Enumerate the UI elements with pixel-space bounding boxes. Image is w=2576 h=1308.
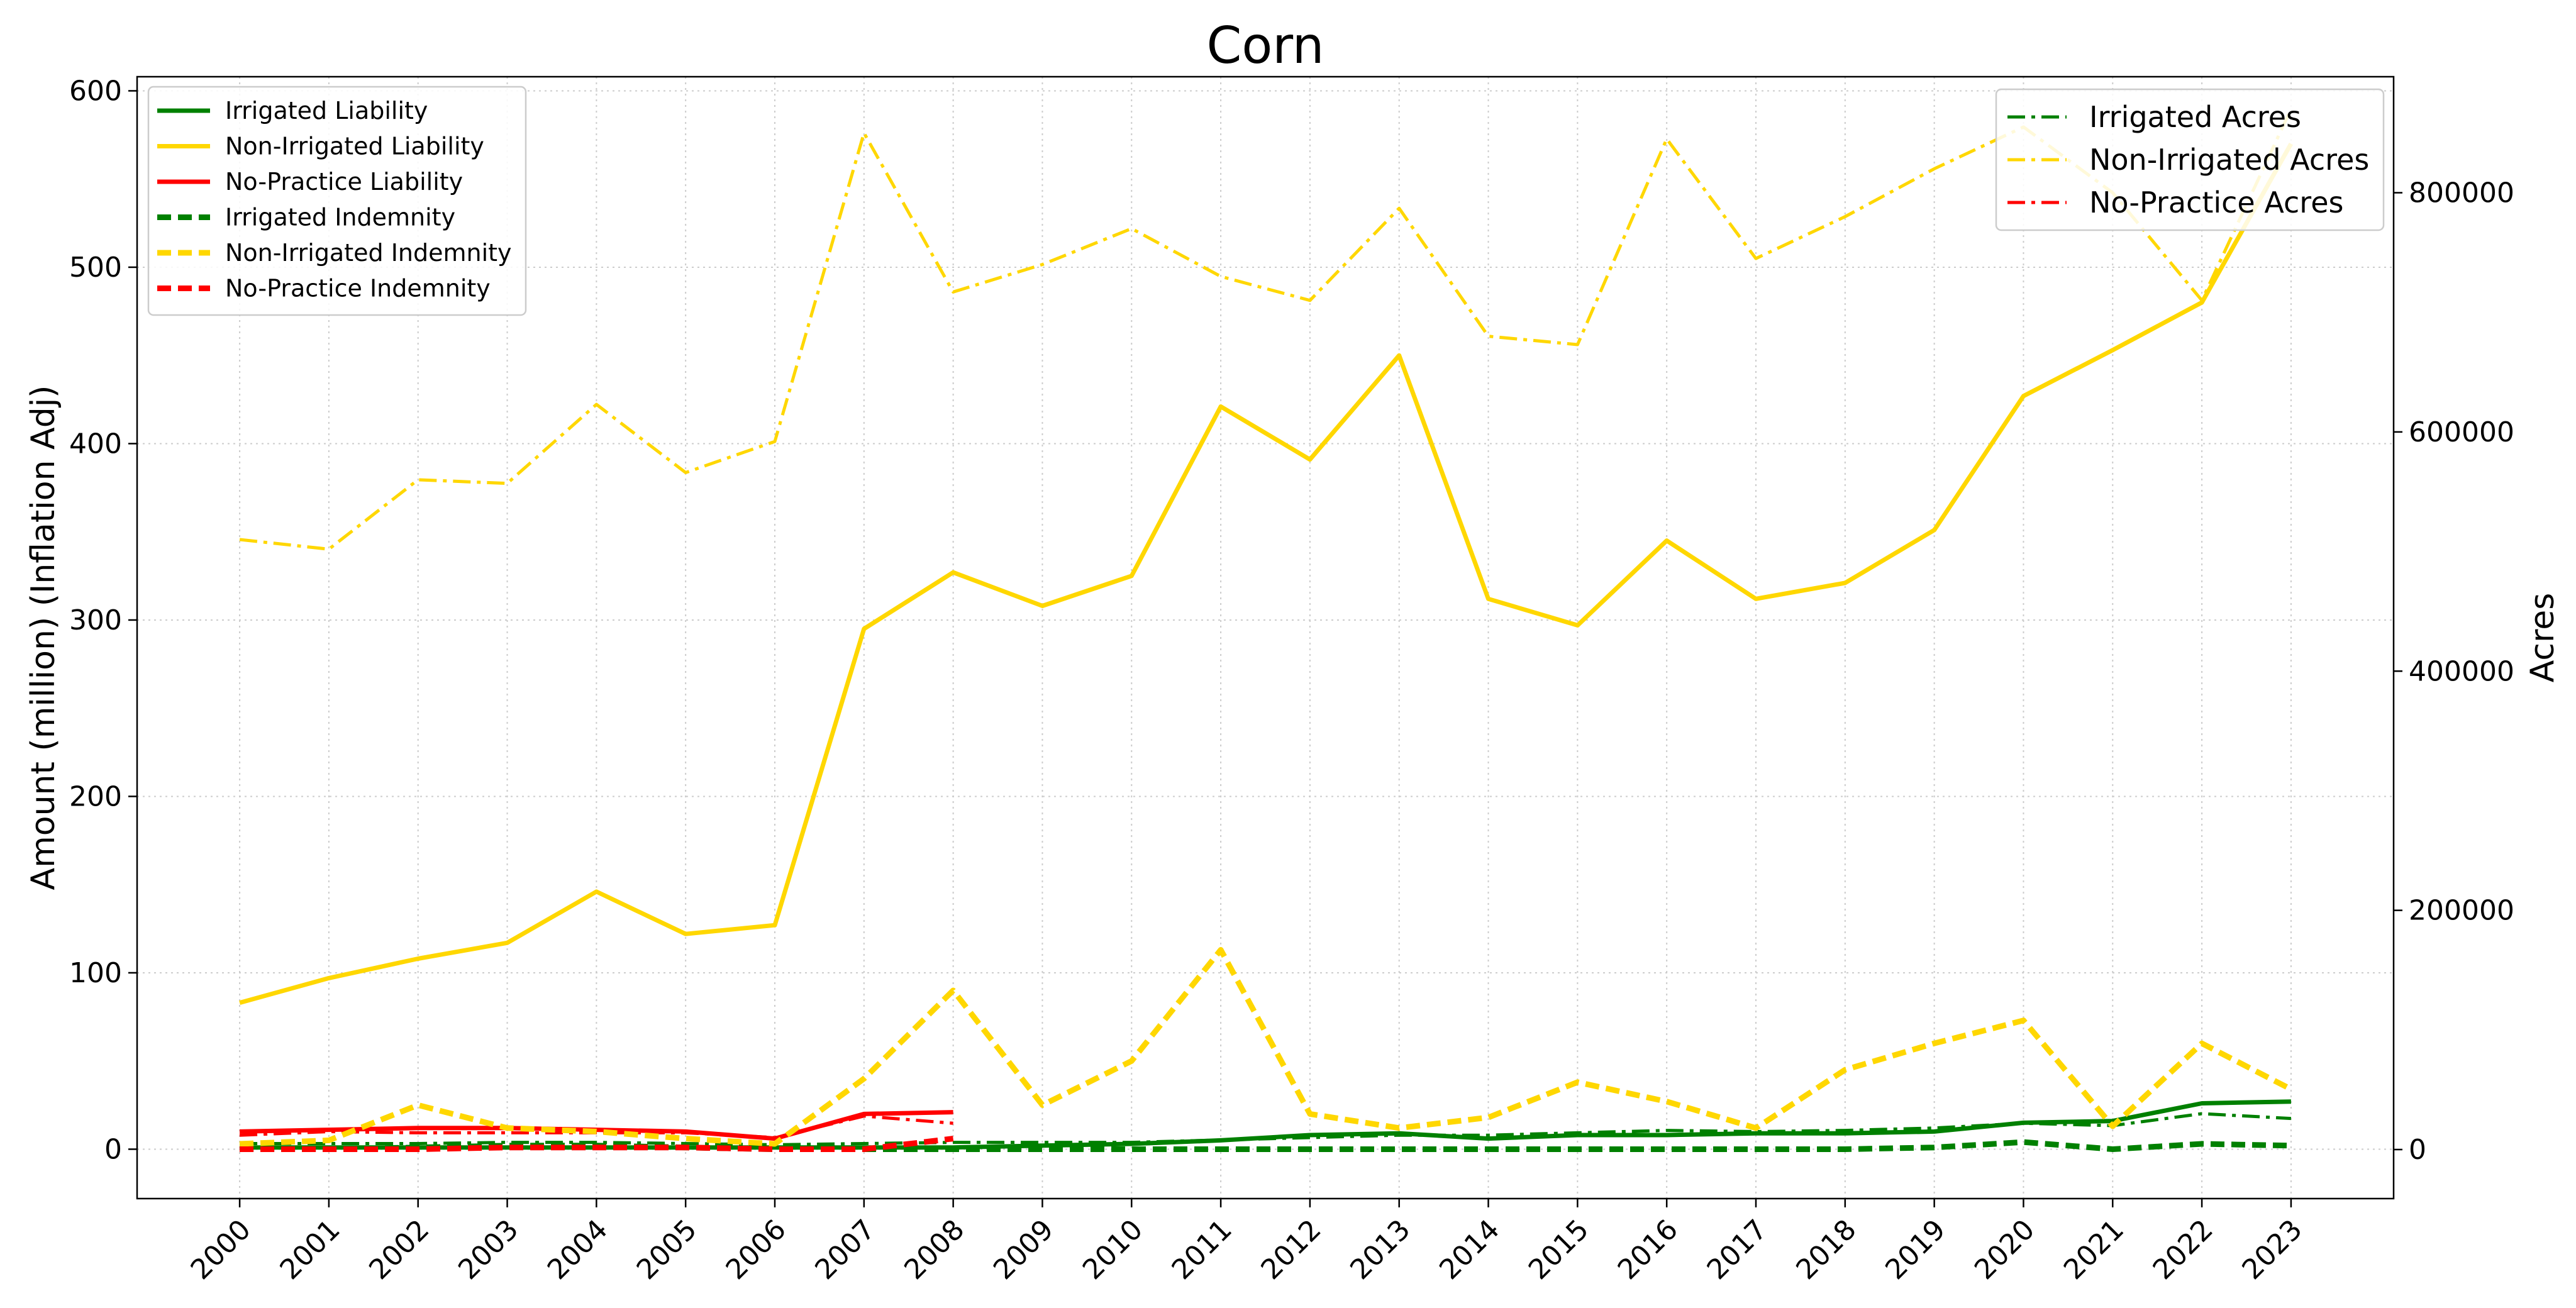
y-tick-label: 0 bbox=[104, 1133, 122, 1165]
x-tick-label: 2008 bbox=[898, 1214, 970, 1286]
x-tick-label: 2018 bbox=[1790, 1214, 1862, 1286]
legend-label-irrigated-indemnity: Irrigated Indemnity bbox=[225, 204, 455, 231]
chart-title: Corn bbox=[1207, 16, 1324, 75]
x-tick-label: 2019 bbox=[1879, 1214, 1951, 1286]
x-tick-label: 2020 bbox=[1968, 1214, 2041, 1286]
x-tick-label: 2021 bbox=[2058, 1214, 2130, 1286]
series-line-non-irrigated-acres bbox=[239, 108, 2293, 551]
x-tick-label: 2009 bbox=[987, 1214, 1060, 1286]
y-tick-label: 400 bbox=[69, 428, 122, 460]
x-tick-label: 2005 bbox=[631, 1214, 703, 1286]
x-tick-label: 2015 bbox=[1523, 1214, 1595, 1286]
y2-tick-label: 600000 bbox=[2409, 416, 2514, 448]
y-axis-label: Amount (million) (Inflation Adj) bbox=[25, 385, 62, 890]
legend-label-non-irrigated-indemnity: Non-Irrigated Indemnity bbox=[225, 239, 512, 267]
legend-label-irrigated-acres: Irrigated Acres bbox=[2089, 100, 2301, 134]
legend-liability-indemnity: Irrigated Liability Non-Irrigated Liabili… bbox=[147, 86, 527, 316]
legend-box-left bbox=[147, 86, 527, 316]
x-tick-label: 2017 bbox=[1701, 1214, 1774, 1286]
x-tick-label: 2007 bbox=[809, 1214, 881, 1286]
series-line-irrigated-liability bbox=[240, 1099, 2291, 1150]
x-tick-label: 2001 bbox=[274, 1214, 346, 1286]
y2-axis-label: Acres bbox=[2524, 593, 2562, 683]
x-tick-label: 2006 bbox=[720, 1214, 792, 1286]
x-tick-label: 2011 bbox=[1166, 1214, 1238, 1286]
x-tick-label: 2010 bbox=[1077, 1214, 1149, 1286]
x-tick-label: 2023 bbox=[2236, 1214, 2308, 1286]
y2-tick-label: 800000 bbox=[2409, 177, 2514, 209]
x-tick-label: 2022 bbox=[2147, 1214, 2219, 1286]
y-tick-label: 300 bbox=[69, 604, 122, 636]
x-tick-label: 2004 bbox=[541, 1214, 614, 1286]
x-tick-label: 2002 bbox=[363, 1214, 435, 1286]
y-tick-label: 500 bbox=[69, 252, 122, 284]
legend-label-no-practice-acres: No-Practice Acres bbox=[2089, 186, 2343, 219]
y2-tick-label: 400000 bbox=[2409, 655, 2514, 687]
legend-label-no-practice-liability: No-Practice Liability bbox=[225, 168, 463, 196]
series-layer bbox=[239, 108, 2293, 1152]
legend-label-non-irrigated-liability: Non-Irrigated Liability bbox=[225, 133, 484, 160]
x-tick-label: 2016 bbox=[1612, 1214, 1684, 1286]
legend-label-non-irrigated-acres: Non-Irrigated Acres bbox=[2089, 143, 2369, 177]
x-tick-label: 2013 bbox=[1344, 1214, 1416, 1286]
y2-tick-label: 200000 bbox=[2409, 895, 2514, 927]
x-tick-label: 2014 bbox=[1433, 1214, 1506, 1286]
legend-label-no-practice-indemnity: No-Practice Indemnity bbox=[225, 275, 491, 302]
y-tick-label: 100 bbox=[69, 957, 122, 989]
legend-acres: Irrigated Acres Non-Irrigated Acres No-Pra… bbox=[1995, 88, 2385, 231]
series-line-non-irrigated-indemnity bbox=[239, 947, 2292, 1147]
y-tick-label: 200 bbox=[69, 780, 122, 812]
plot-frame bbox=[136, 75, 2395, 1200]
y2-tick-label: 0 bbox=[2409, 1134, 2426, 1166]
grid-layer bbox=[137, 77, 2394, 1199]
y-tick-label: 600 bbox=[69, 75, 122, 107]
x-tick-label: 2000 bbox=[185, 1214, 257, 1286]
series-line-no-practice-indemnity bbox=[240, 1136, 954, 1152]
legend-box-right bbox=[1995, 88, 2385, 231]
series-line-non-irrigated-liability bbox=[239, 142, 2293, 1005]
legend-label-irrigated-liability: Irrigated Liability bbox=[225, 97, 428, 125]
x-tick-label: 2012 bbox=[1255, 1214, 1327, 1286]
x-tick-label: 2003 bbox=[452, 1214, 525, 1286]
